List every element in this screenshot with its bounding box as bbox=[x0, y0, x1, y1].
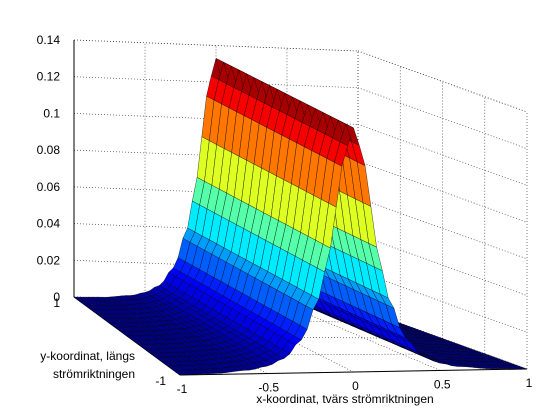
z-tick-label: 0.06 bbox=[37, 180, 61, 194]
box-top-back bbox=[73, 39, 359, 52]
x-axis-line bbox=[179, 368, 528, 376]
x-tick-label: 1 bbox=[526, 376, 533, 390]
z-tick-label: 0 bbox=[53, 290, 60, 304]
surface-mesh bbox=[73, 58, 528, 376]
surface-patch bbox=[511, 365, 528, 370]
z-gridline-side bbox=[357, 50, 528, 113]
box-top-side bbox=[357, 50, 528, 113]
y-tick-label: 1 bbox=[53, 296, 60, 310]
z-tick-label: 0.14 bbox=[37, 33, 61, 47]
z-tick-label: 0.08 bbox=[37, 143, 61, 157]
y-axis-label-line-2: strömriktningen bbox=[53, 367, 135, 381]
y-axis-label-line-1: y-koordinat, längs bbox=[40, 349, 135, 363]
x-axis-label: x-koordinat, tvärs strömriktningen bbox=[256, 392, 433, 406]
x-tick-label: -1 bbox=[177, 382, 188, 396]
z-tick-label: 0.04 bbox=[37, 217, 61, 231]
x-tick-label: -0.5 bbox=[258, 381, 279, 395]
tick-labels: 0 0.02 0.04 0.06 0.08 0.1 0.12 0.14 -1 -0.5 0 0.5 1 -… bbox=[37, 33, 533, 396]
x-gridline-floor bbox=[286, 304, 441, 371]
z-tick-label: 0.1 bbox=[43, 106, 60, 120]
y-tick-label: -1 bbox=[155, 374, 166, 388]
x-tick-label: 0.5 bbox=[434, 378, 451, 392]
z-tick-label: 0.12 bbox=[37, 70, 61, 84]
z-gridline-side bbox=[357, 197, 528, 260]
z-tick-label: 0.02 bbox=[37, 253, 61, 267]
x-tick-label: 0 bbox=[352, 379, 359, 393]
